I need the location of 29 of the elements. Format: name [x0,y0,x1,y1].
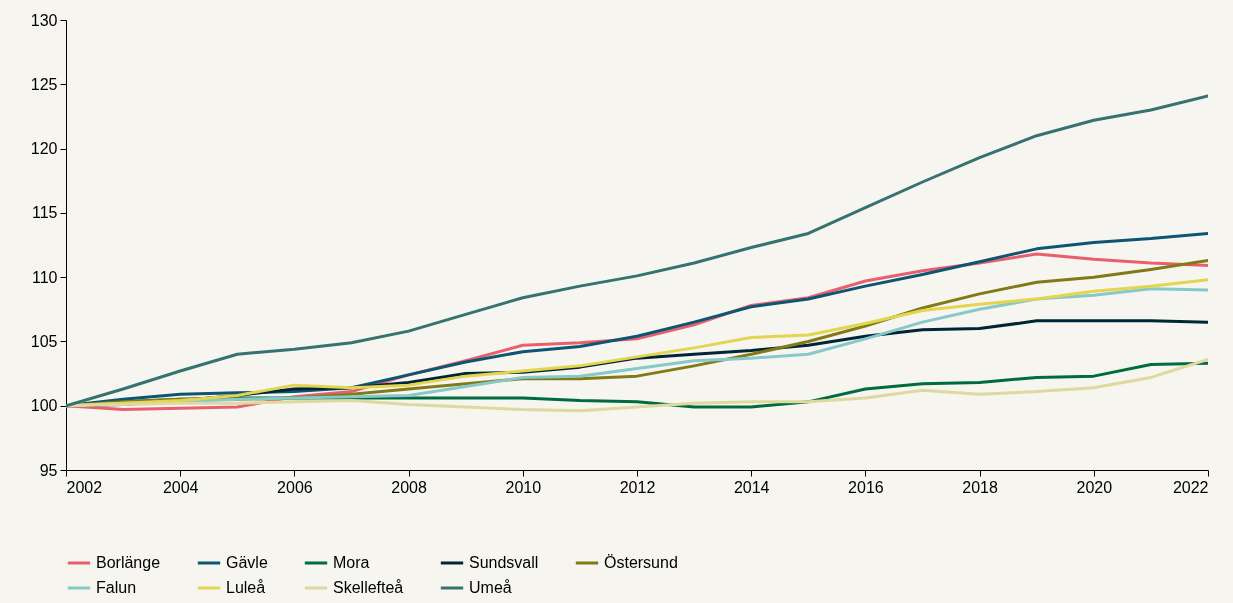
legend-label: Gävle [226,554,268,571]
legend-label: Skellefteå [333,579,404,596]
x-tick-label: 2006 [277,478,313,496]
legend-label: Umeå [469,579,512,596]
x-tick-label: 2002 [66,478,103,496]
legend-label: Mora [333,554,370,571]
y-tick-label: 95 [39,461,58,479]
legend-label: Luleå [226,579,266,596]
y-tick-label: 120 [30,140,58,158]
y-tick-label: 115 [31,204,58,222]
x-tick-label: 2014 [733,478,770,496]
x-tick-label: 2022 [1172,478,1209,496]
y-tick-label: 125 [30,75,58,93]
x-tick-label: 2018 [962,478,998,496]
x-tick-label: 2010 [505,478,542,496]
y-tick-label: 110 [31,268,58,286]
legend-label: Sundsvall [469,554,539,571]
x-tick-label: 2020 [1076,478,1113,496]
legend-label: Falun [96,579,137,596]
x-tick-label: 2004 [162,478,199,496]
line-series [66,94,1208,408]
x-tick-label: 2012 [619,478,656,496]
legend-label: Östersund [604,554,678,571]
y-tick-label: 100 [30,397,58,415]
x-tick-label: 2008 [391,478,427,496]
x-tick-label: 2016 [848,478,884,496]
legend-label: Borlänge [96,554,161,571]
y-tick-label: 105 [30,332,58,350]
y-tick-label: 130 [30,11,58,29]
